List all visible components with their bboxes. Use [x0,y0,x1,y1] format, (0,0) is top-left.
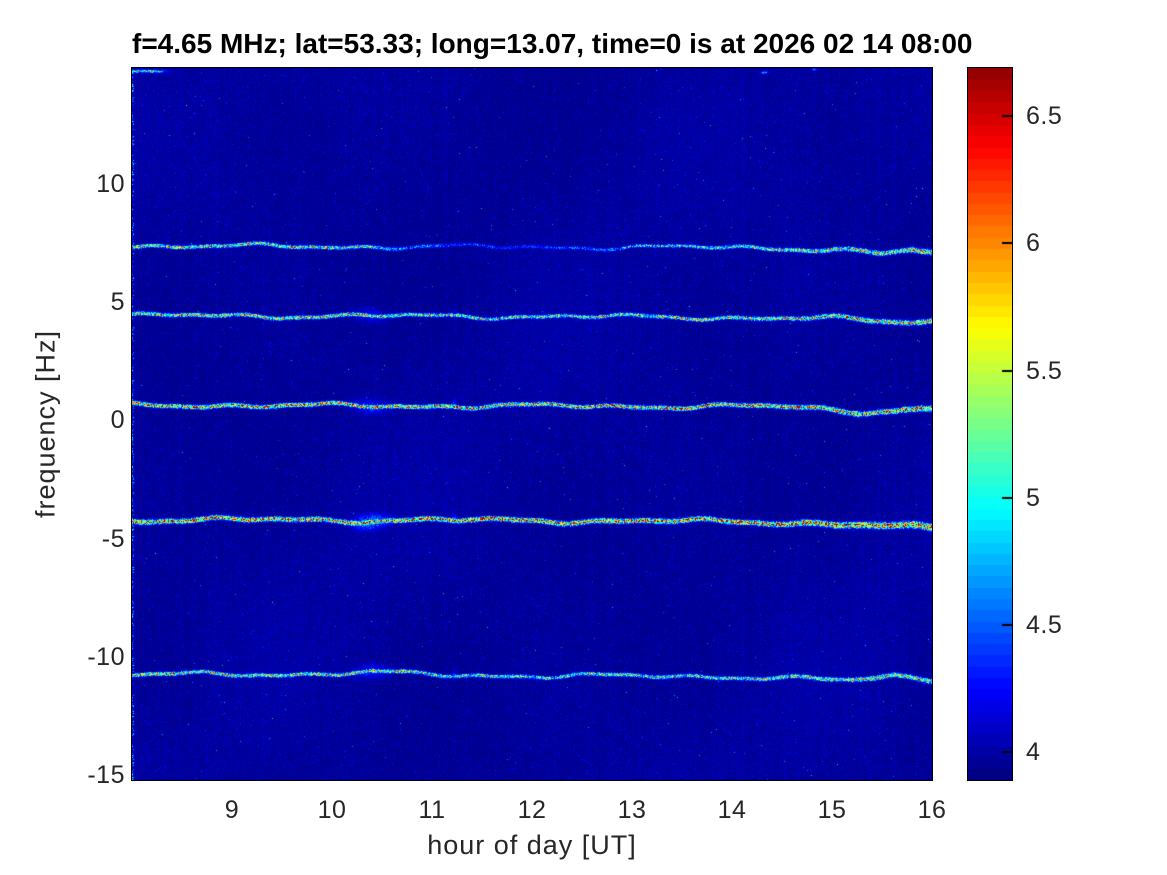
y-tick-label: 10 [96,169,125,198]
spectrogram-heatmap [131,67,933,781]
colorbar-tick-label: 4.5 [1026,610,1063,639]
x-tick-label: 12 [517,796,547,824]
chart-title: f=4.65 MHz; lat=53.33; long=13.07, time=… [132,28,973,59]
x-tick-label: 16 [917,796,947,824]
y-tick-label: 0 [110,406,125,435]
y-tick-label: -10 [87,642,125,671]
x-tick-label: 14 [717,796,747,824]
x-tick-label: 9 [224,796,240,824]
colorbar-tick-label: 4 [1026,738,1041,767]
x-tick-label: 11 [418,796,446,824]
colorbar-tick-label: 6.5 [1026,102,1063,131]
y-tick-label: 5 [110,288,125,317]
colorbar-tick-label: 5 [1026,483,1041,512]
colorbar-tick-label: 5.5 [1026,356,1063,385]
colorbar [967,67,1013,781]
y-tick-label: -15 [87,761,125,790]
colorbar-tick-label: 6 [1026,229,1041,258]
y-tick-label: -5 [101,524,125,553]
x-axis-label: hour of day [UT] [427,830,637,860]
x-tick-label: 13 [617,796,647,824]
x-tick-label: 15 [817,796,847,824]
x-tick-label: 10 [317,796,347,824]
